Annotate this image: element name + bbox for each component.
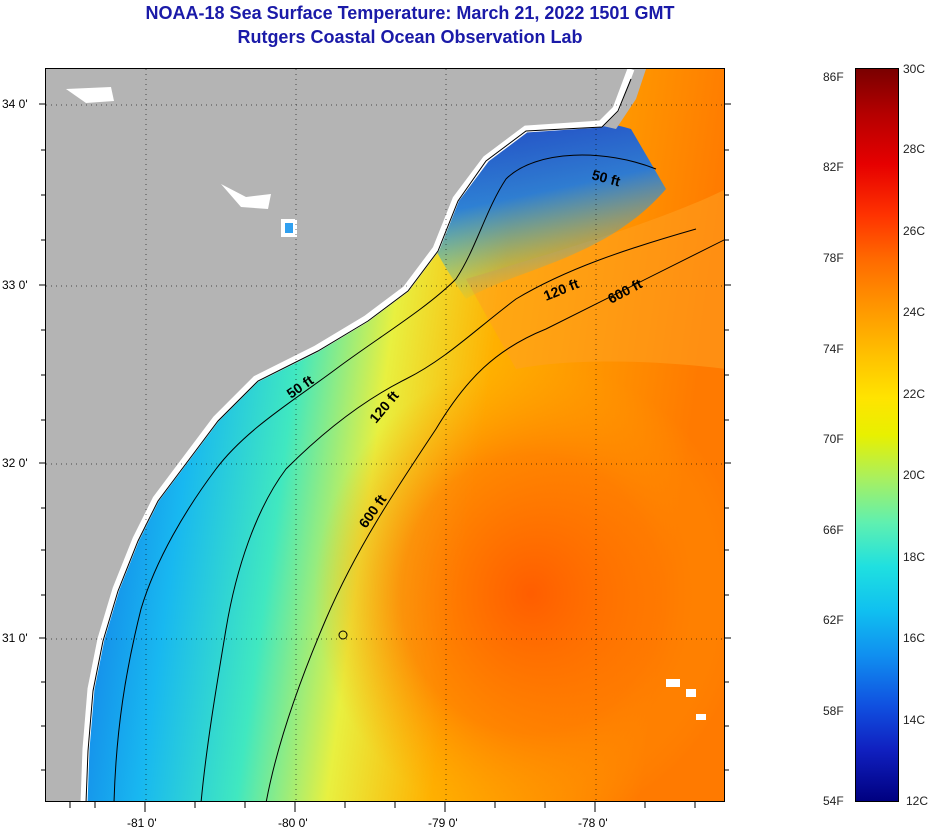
contour-label-50ft-north: 50 ft xyxy=(590,166,622,189)
temperature-colorbar xyxy=(855,68,899,802)
lat-tick-label: 31 0' xyxy=(2,631,28,645)
lon-tick-label: -78 0' xyxy=(578,816,608,830)
map-subtitle: Rutgers Coastal Ocean Observation Lab xyxy=(237,27,583,47)
colorbar-f-label: 62F xyxy=(823,613,844,627)
colorbar-c-label: 26C xyxy=(903,224,926,238)
gulf-stream-region xyxy=(292,339,724,801)
map-title: NOAA-18 Sea Surface Temperature: March 2… xyxy=(145,3,675,23)
colorbar-f-label: 54F xyxy=(823,794,844,808)
colorbar-c-label: 28C xyxy=(903,142,926,156)
colorbar-f-label: 86F xyxy=(823,70,844,84)
colorbar-c-label: 20C xyxy=(903,468,926,482)
cloud-patch xyxy=(666,679,680,687)
contour-120ft xyxy=(200,228,697,801)
coastal-mask-edge xyxy=(80,69,635,801)
cloud-patch xyxy=(686,689,696,697)
lat-tick-label: 33 0' xyxy=(2,278,28,292)
colorbar-f-label: 74F xyxy=(823,342,844,356)
land-mass xyxy=(46,69,631,801)
colorbar-f-label: 82F xyxy=(823,160,844,174)
sst-map-canvas: 50 ft 50 ft 120 ft 120 ft 600 ft 600 ft xyxy=(46,69,724,801)
graticule xyxy=(46,69,724,801)
contour-600ft xyxy=(265,239,724,801)
colorbar-f-label: 58F xyxy=(823,704,844,718)
lat-tick-label: 32 0' xyxy=(2,456,28,470)
lake xyxy=(285,223,293,233)
cloud-patch xyxy=(696,714,706,720)
colorbar-c-label: 30C xyxy=(903,62,926,76)
colorbar-c-label: 22C xyxy=(903,387,926,401)
colorbar-f-label: 78F xyxy=(823,251,844,265)
colorbar-f-label: 70F xyxy=(823,432,844,446)
warm-shelf-edge xyxy=(466,189,724,369)
sst-map[interactable]: 50 ft 50 ft 120 ft 120 ft 600 ft 600 ft xyxy=(45,68,725,802)
contour-ring xyxy=(338,630,348,640)
lon-tick-label: -79 0' xyxy=(428,816,458,830)
contour-50ft xyxy=(113,154,657,801)
colorbar-c-label: 12C xyxy=(906,794,929,808)
cloud-patch xyxy=(221,184,271,209)
lon-tick-label: -81 0' xyxy=(127,816,157,830)
colorbar-f-label: 66F xyxy=(823,523,844,537)
colorbar-c-label: 14C xyxy=(903,713,926,727)
cloud-patch xyxy=(66,87,114,103)
colorbar-c-label: 18C xyxy=(903,550,926,564)
lon-tick-label: -80 0' xyxy=(278,816,308,830)
coastline xyxy=(85,78,632,801)
colorbar-c-label: 16C xyxy=(903,631,926,645)
lat-tick-label: 34 0' xyxy=(2,97,28,111)
colorbar-c-label: 24C xyxy=(903,305,926,319)
